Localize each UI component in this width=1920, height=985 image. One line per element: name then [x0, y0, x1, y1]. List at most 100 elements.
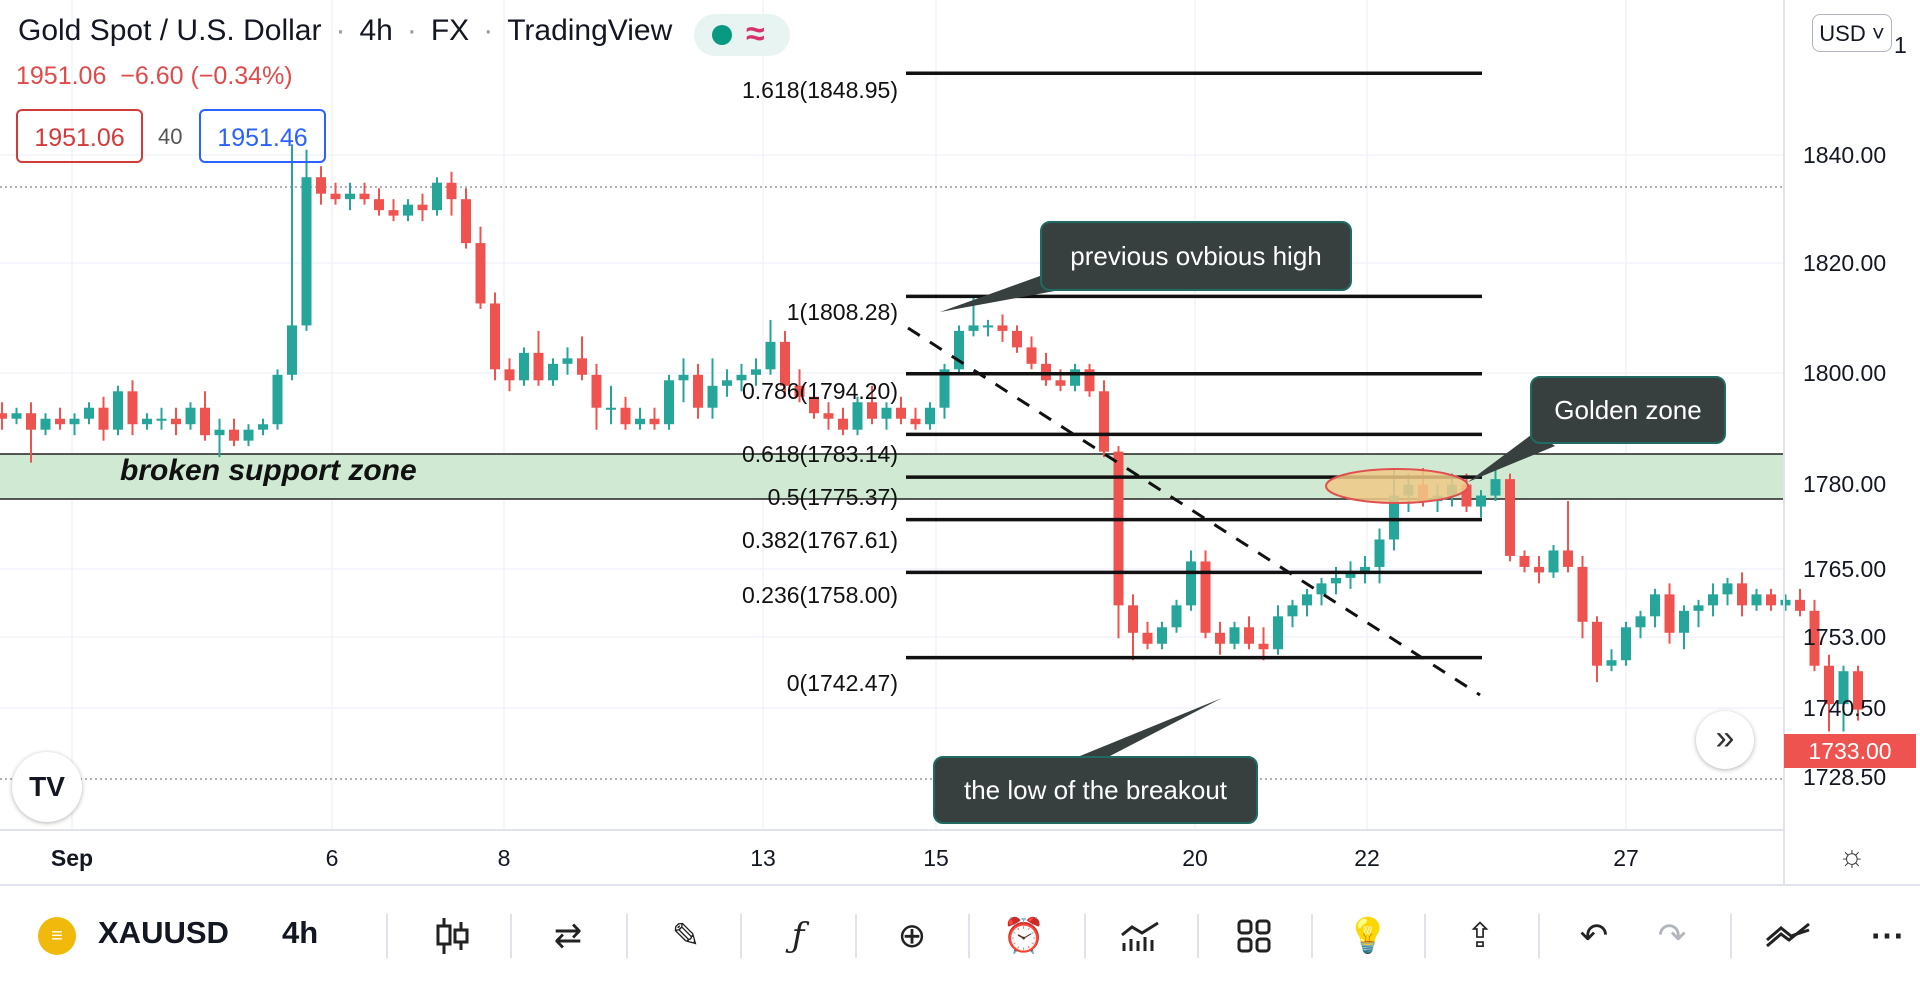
- symbol-button[interactable]: XAUUSD: [98, 915, 229, 950]
- symbol-name: Gold Spot / U.S. Dollar: [18, 14, 322, 47]
- market-open-icon: [712, 25, 732, 45]
- time-tick: 15: [923, 845, 949, 871]
- candle-body: [1505, 479, 1515, 556]
- candle-body: [1693, 605, 1704, 611]
- candle-body: [40, 418, 51, 430]
- candle-body: [301, 177, 312, 326]
- fib-label-0618: 0.618(1783.14): [741, 441, 898, 467]
- fib-label-05: 0.5(1775.37): [767, 484, 898, 510]
- layout-icon[interactable]: [1222, 886, 1286, 985]
- more-icon[interactable]: ⋯: [1870, 916, 1904, 955]
- candle-body: [1780, 599, 1791, 606]
- candle-body: [1273, 616, 1283, 650]
- draw-icon[interactable]: ✎: [671, 916, 701, 955]
- candle-body: [55, 418, 65, 425]
- price-tick: 1740.50: [1803, 695, 1887, 721]
- candle-body: [1389, 495, 1399, 540]
- candle-body: [606, 407, 616, 410]
- callout-golden-pointer: [1468, 432, 1555, 482]
- candle-body: [1635, 616, 1646, 628]
- strategy-icon[interactable]: [1108, 886, 1172, 985]
- candle-body: [258, 424, 268, 430]
- candle-body: [809, 396, 819, 414]
- callout-low-pointer: [1080, 698, 1222, 756]
- chart-header[interactable]: Gold Spot / U.S. Dollar · 4h · FX · TradingVie…: [18, 14, 673, 47]
- candle-body: [1026, 347, 1037, 364]
- tradingview-logo-icon[interactable]: TV: [12, 752, 82, 822]
- candle-body: [113, 391, 123, 430]
- candle-body: [403, 204, 413, 216]
- gold-coin-icon: ≡: [38, 917, 76, 955]
- candle-body: [722, 380, 732, 386]
- candle-body: [432, 182, 442, 211]
- candle-body: [881, 407, 892, 419]
- candle-body: [968, 325, 979, 331]
- change-text: −6.60 (−0.34%): [120, 62, 293, 90]
- candle-body: [1592, 621, 1602, 666]
- candle-body: [1302, 594, 1312, 606]
- candle-body: [1113, 451, 1124, 606]
- header-source: TradingView: [507, 14, 673, 47]
- candle-body: [635, 418, 645, 425]
- currency-select[interactable]: USD ˅: [1812, 14, 1892, 52]
- trend-icon[interactable]: [1756, 886, 1820, 985]
- fib-label-1: 1(1808.28): [786, 299, 898, 325]
- fib-label-0382: 0.382(1767.61): [741, 527, 898, 553]
- scroll-to-realtime-icon[interactable]: »: [1696, 711, 1754, 769]
- candle-body: [243, 429, 254, 441]
- add-icon[interactable]: ⊕: [897, 916, 927, 955]
- time-tick: Sep: [50, 845, 94, 871]
- candle-body: [1722, 583, 1733, 595]
- candle-body: [1244, 627, 1254, 644]
- candle-body: [867, 402, 877, 419]
- chart-settings-icon[interactable]: ☼: [1838, 840, 1866, 873]
- candle-body: [490, 303, 500, 370]
- price-chart[interactable]: [0, 0, 1920, 884]
- price-tick: 1840.00: [1803, 142, 1887, 168]
- ideas-icon[interactable]: 💡: [1346, 916, 1390, 955]
- buy-button[interactable]: 1951.46: [199, 109, 326, 163]
- candle-body: [954, 330, 964, 370]
- alert-icon[interactable]: ⏰: [1002, 916, 1046, 955]
- candle-body: [26, 413, 36, 430]
- candle-body: [272, 374, 283, 425]
- share-icon[interactable]: ⇪: [1465, 916, 1495, 955]
- candle-body: [156, 418, 167, 421]
- last-price-text: 1951.06: [16, 62, 107, 90]
- last-price-marker: 1733.00: [1784, 734, 1916, 768]
- compare-icon[interactable]: ⇄: [553, 916, 583, 955]
- fib-label-0236: 0.236(1758.00): [741, 582, 898, 608]
- callout-breakout-low[interactable]: the low of the breakout: [933, 756, 1258, 824]
- callout-high-pointer: [940, 276, 1060, 312]
- candle-body: [1229, 627, 1240, 644]
- candle-body: [562, 358, 573, 364]
- candle-body: [316, 177, 326, 194]
- candle-body: [330, 193, 341, 200]
- trendline: [907, 326, 1481, 697]
- fib-label-1618: 1.618(1848.95): [741, 77, 898, 103]
- header-timeframe: 4h: [359, 14, 393, 47]
- candle-body: [664, 380, 674, 425]
- undo-icon[interactable]: ↶: [1579, 916, 1609, 955]
- candle-body: [461, 199, 471, 244]
- callout-previous-high[interactable]: previous ovbious high: [1040, 221, 1352, 291]
- candle-body: [1128, 605, 1138, 633]
- candle-body: [1606, 660, 1617, 666]
- candle-body: [185, 407, 196, 425]
- sell-button[interactable]: 1951.06: [16, 109, 143, 163]
- candle-body: [1374, 539, 1385, 567]
- candle-body: [200, 407, 210, 436]
- timeframe-button[interactable]: 4h: [282, 915, 319, 950]
- market-status-badges[interactable]: ≈: [694, 14, 790, 56]
- indicators-icon[interactable]: ƒ: [791, 915, 805, 956]
- candle-body: [780, 341, 790, 386]
- candle-body: [910, 418, 921, 425]
- candle-body: [504, 369, 515, 381]
- candle-body: [1345, 572, 1356, 578]
- callout-golden-zone[interactable]: Golden zone: [1530, 376, 1726, 444]
- candle-body: [1650, 594, 1660, 617]
- candles-icon[interactable]: [420, 886, 484, 985]
- redo-icon[interactable]: ↷: [1657, 916, 1687, 955]
- time-tick: 13: [750, 845, 776, 871]
- broken-support-zone: [0, 454, 1784, 499]
